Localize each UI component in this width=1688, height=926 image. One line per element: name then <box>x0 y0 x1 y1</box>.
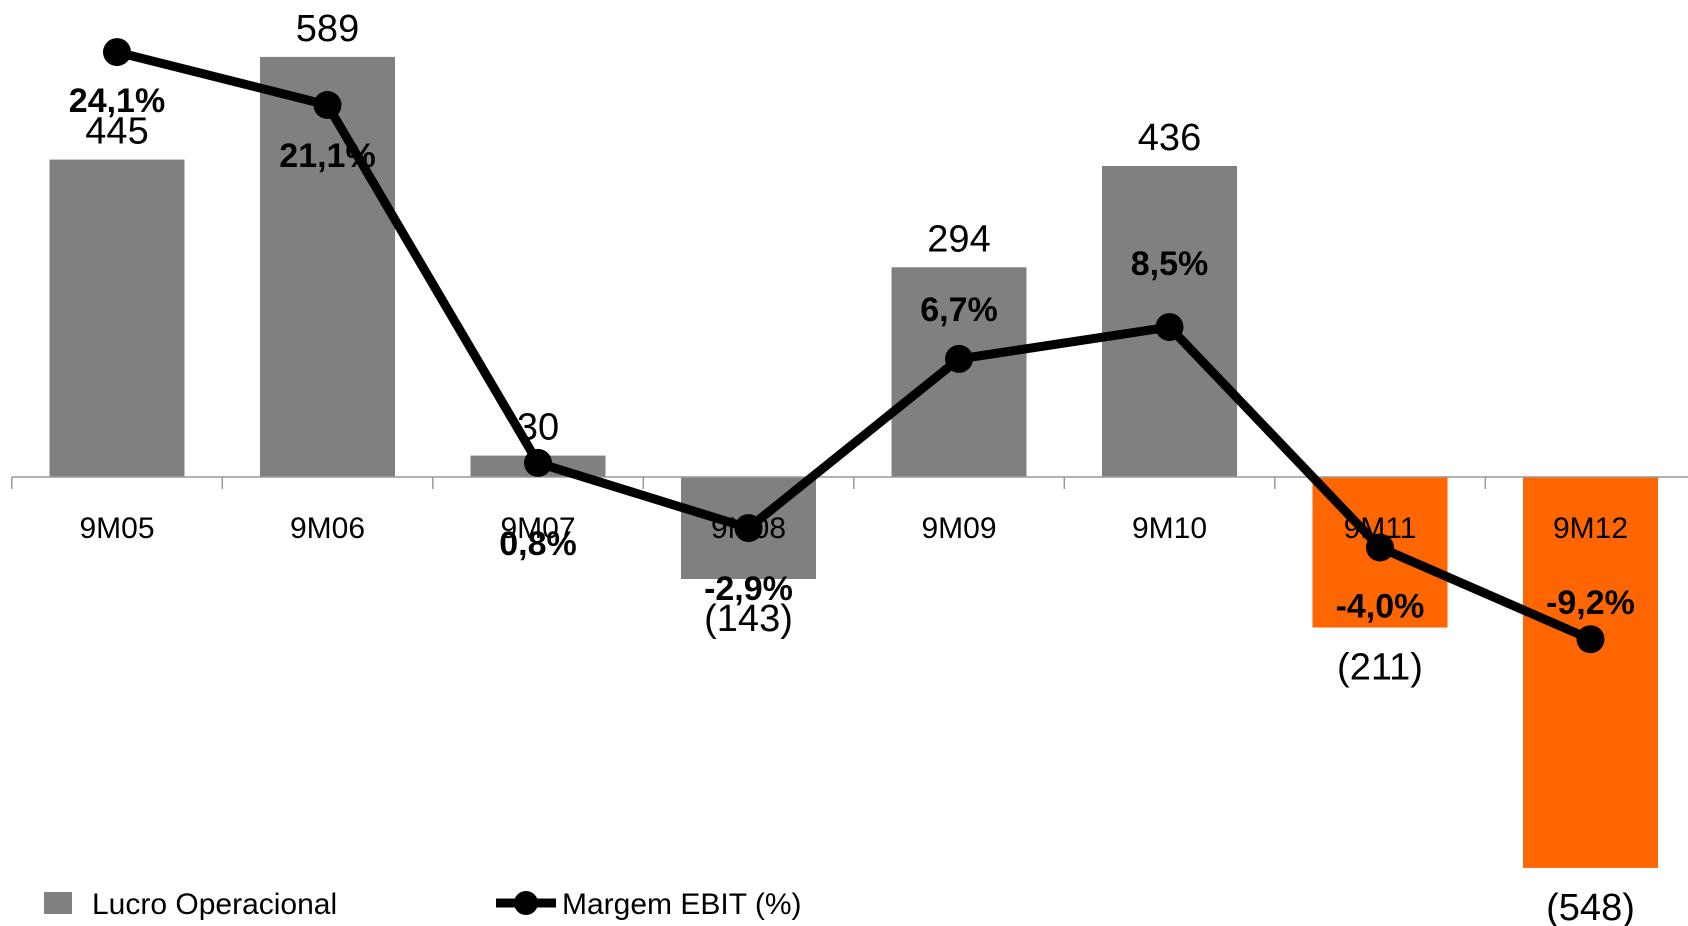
bar-value-label: (548) <box>1546 887 1635 926</box>
bar-value-label: (143) <box>704 598 793 640</box>
line-series <box>103 38 1605 654</box>
margin-point-9M10 <box>1155 313 1184 342</box>
legend: Lucro Operacional Margem EBIT (%) <box>44 888 802 921</box>
x-tick-label: 9M10 <box>1132 512 1207 545</box>
margin-value-label: 0,8% <box>499 525 577 563</box>
bar-value-label: 436 <box>1138 117 1201 159</box>
margin-line <box>115 47 1593 644</box>
x-tick-label: 9M05 <box>79 512 154 545</box>
bar-value-label: 589 <box>296 8 359 50</box>
x-tick-label: 9M12 <box>1553 512 1628 545</box>
bar-9M06 <box>260 56 395 478</box>
margin-point-9M07 <box>524 448 552 477</box>
margin-point-9M11 <box>1366 533 1394 562</box>
bar-9M05 <box>49 159 185 477</box>
bar-series <box>49 56 1658 868</box>
margin-point-9M05 <box>103 38 131 67</box>
bar-value-label: (211) <box>1337 647 1423 689</box>
x-axis: 9M059M069M079M089M099M109M119M12 <box>11 476 1688 545</box>
margin-value-label: -2,9% <box>704 570 793 608</box>
bar-value-label: 294 <box>927 218 990 260</box>
line-value-labels: 24,1% 21,1% 0,8% -2,9% 6,7% 8,5% -4,0% -9,2% <box>69 82 1635 625</box>
legend-swatch-marker <box>514 891 538 915</box>
margin-value-label: 8,5% <box>1131 245 1209 283</box>
margin-value-label: 6,7% <box>920 291 998 329</box>
legend-label-line: Margem EBIT (%) <box>562 888 802 921</box>
legend-swatch-bar <box>44 892 72 914</box>
margin-value-label: -9,2% <box>1546 584 1635 622</box>
margin-value-label: 24,1% <box>69 82 165 120</box>
margin-point-9M06 <box>313 91 342 119</box>
margin-point-9M09 <box>945 344 973 373</box>
x-tick-label: 9M09 <box>921 512 996 545</box>
margin-point-9M12 <box>1576 625 1605 654</box>
x-tick-label: 9M06 <box>290 512 365 545</box>
x-tick-label: 9M07 <box>500 512 575 545</box>
margin-point-9M08 <box>734 514 763 543</box>
margin-value-label: -4,0% <box>1336 588 1425 626</box>
bar-9M12 <box>1523 477 1658 868</box>
legend-label-bar: Lucro Operacional <box>92 888 337 921</box>
bar-value-label: 445 <box>85 111 148 153</box>
margin-value-label: 21,1% <box>279 137 375 175</box>
